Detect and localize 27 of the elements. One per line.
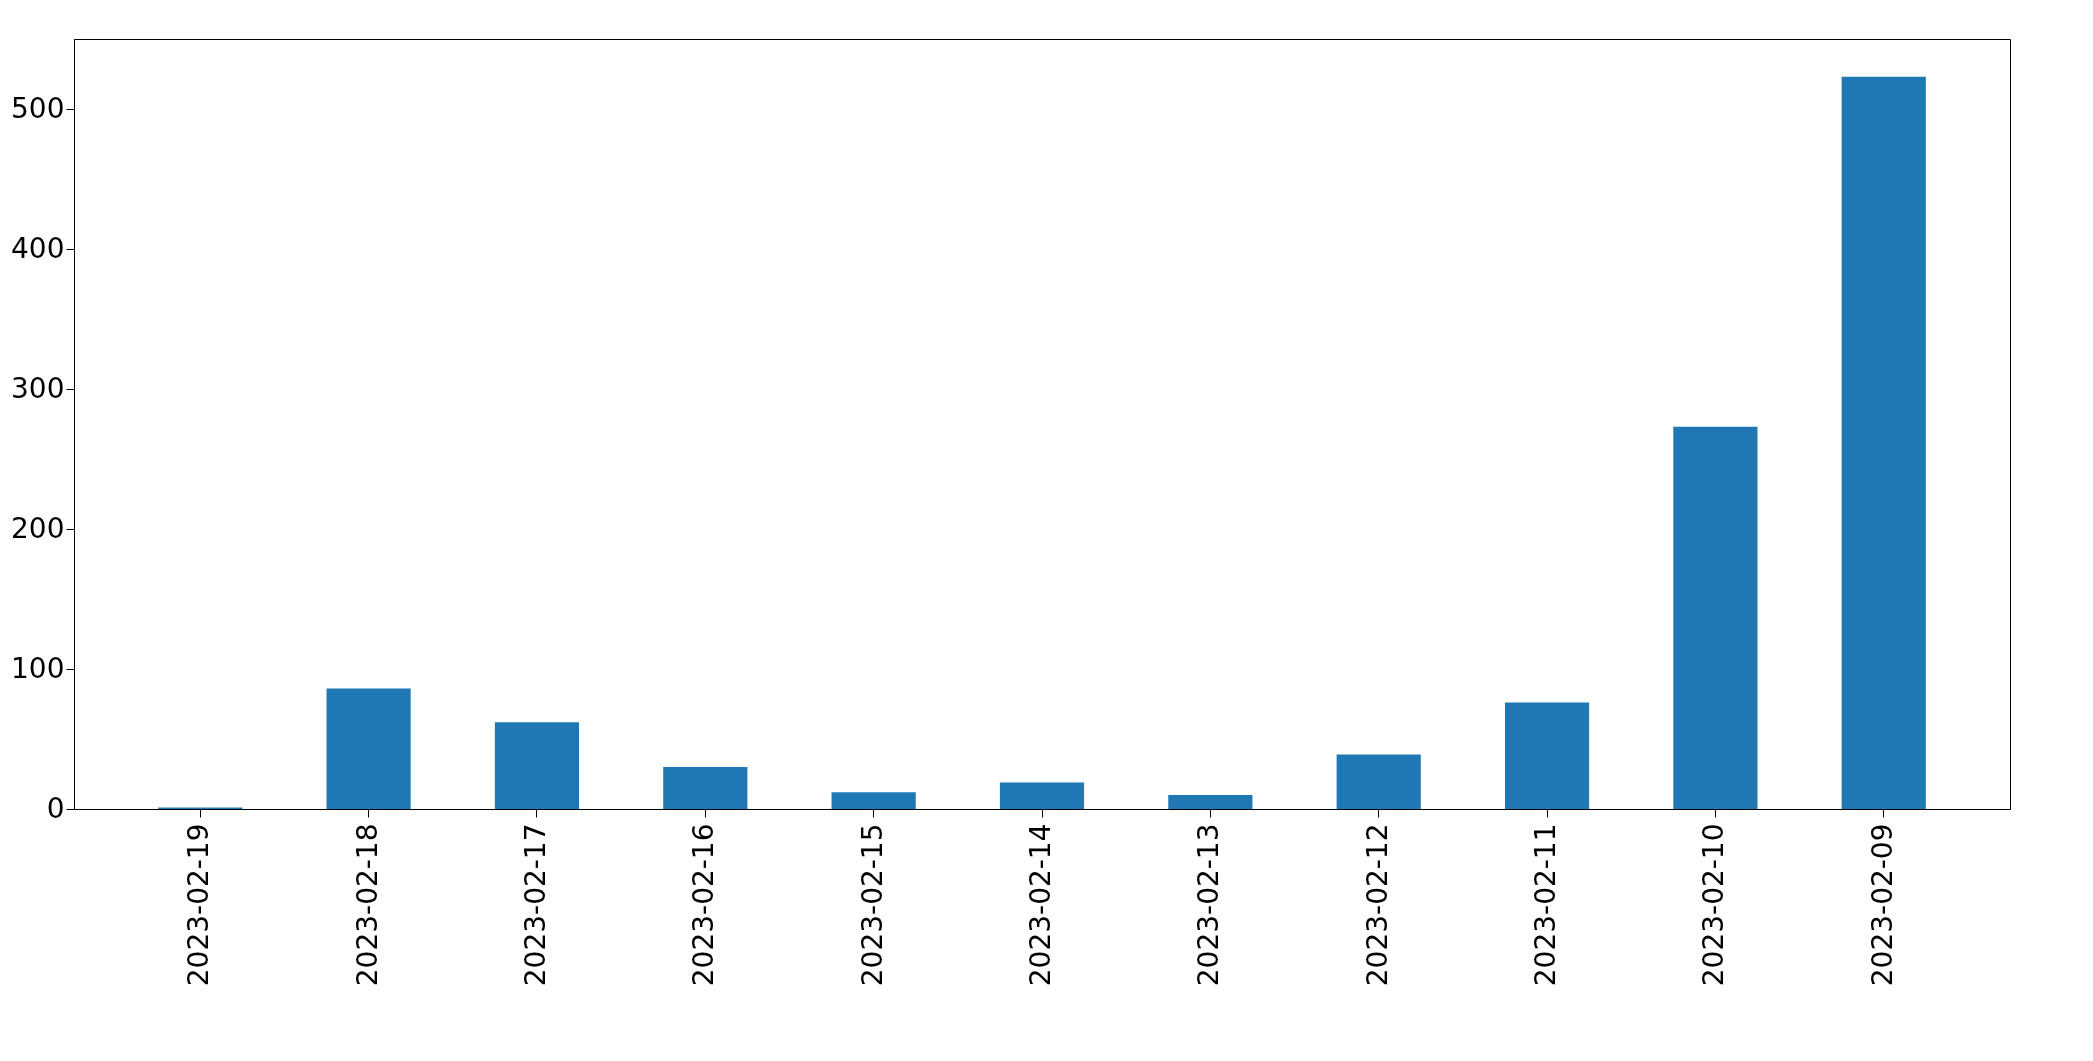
x-tick-label: 2023-02-16 — [687, 823, 721, 987]
x-tick-label: 2023-02-17 — [518, 823, 552, 987]
x-tick-label: 2023-02-15 — [855, 823, 889, 987]
bar — [1504, 702, 1590, 809]
x-tick-label: 2023-02-19 — [182, 823, 216, 987]
x-tick-label: 2023-02-12 — [1360, 823, 1394, 987]
bar — [999, 782, 1085, 809]
y-tick-label: 500 — [11, 91, 65, 125]
x-tick-label: 2023-02-11 — [1529, 823, 1563, 987]
bar — [1336, 754, 1421, 809]
bar — [663, 767, 748, 809]
bar — [494, 722, 580, 809]
x-tick-label: 2023-02-14 — [1024, 823, 1057, 987]
y-tick-label: 100 — [11, 651, 65, 685]
y-tick-label: 300 — [11, 371, 65, 405]
bar — [1841, 76, 1926, 809]
x-tick-label: 2023-02-18 — [350, 823, 384, 987]
bar — [326, 688, 411, 809]
x-tick-label: 2023-02-10 — [1697, 823, 1731, 987]
x-tick-label: 2023-02-09 — [1865, 823, 1899, 987]
bar — [1673, 426, 1758, 809]
x-tick-label: 2023-02-13 — [1192, 823, 1226, 987]
bar — [831, 792, 916, 809]
bar — [1168, 795, 1253, 809]
y-tick-label: 0 — [46, 791, 65, 825]
y-tick-label: 400 — [11, 231, 65, 265]
y-tick-label: 200 — [11, 511, 65, 545]
